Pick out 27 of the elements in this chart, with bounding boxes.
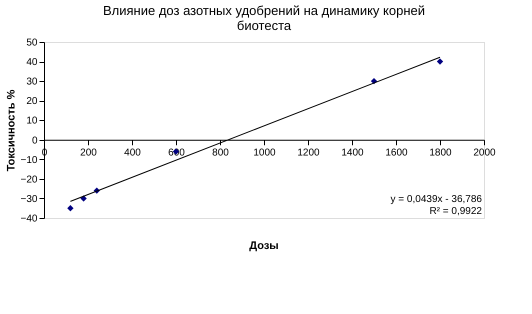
y-tick-label: 50: [26, 38, 38, 48]
y-tick-label: 10: [26, 116, 38, 127]
x-tick-label: 200: [80, 147, 98, 158]
y-tick-label: 40: [26, 57, 38, 68]
y-tick-label: −10: [20, 154, 38, 166]
x-axis-title: Дозы: [249, 240, 279, 252]
y-axis-title: Токсичность %: [6, 89, 18, 172]
x-tick-label: 2000: [473, 147, 496, 158]
x-tick-label: 1000: [253, 147, 276, 158]
x-tick-label: 1600: [385, 147, 408, 158]
point: [436, 58, 444, 65]
x-tick-label: 800: [212, 147, 230, 158]
x-tick-label: 400: [124, 147, 142, 158]
y-tick-label: −30: [20, 194, 38, 205]
y-tick-label: 0: [32, 135, 38, 146]
y-tick-label: −40: [20, 214, 38, 224]
x-tick-label: 1200: [297, 147, 320, 158]
y-tick-label: −20: [20, 174, 38, 186]
x-tick-label: 1400: [341, 147, 364, 158]
text: Влияние доз азотных удобрений на динамику корней: [102, 3, 426, 18]
y-tick-label: 20: [26, 96, 38, 108]
annotation: y = 0,0439x - 36,786: [390, 194, 482, 205]
y-tick-label: 30: [26, 76, 38, 88]
annotation: R² = 0,9922: [429, 206, 482, 217]
point: [67, 205, 74, 212]
x-tick-label: 1800: [429, 147, 452, 158]
text: биотеста: [236, 18, 292, 33]
